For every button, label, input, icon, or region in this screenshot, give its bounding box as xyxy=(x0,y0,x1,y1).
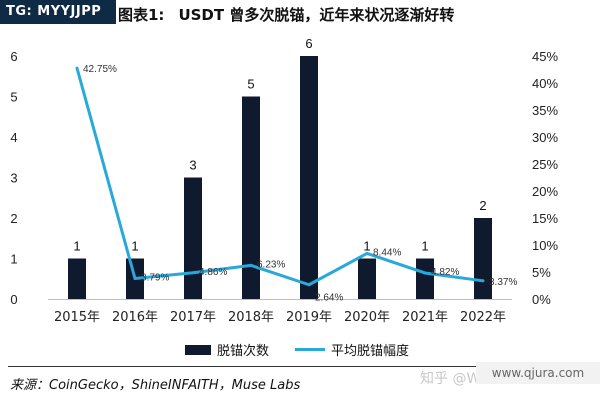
site-watermark: www.qjura.com xyxy=(476,362,600,384)
combo-chart: 0 1 2 3 4 5 6 0% 5% 10% 15% 20% 25% 30% 35% 40% 45% 2015年… xyxy=(10,36,558,325)
line-point xyxy=(191,271,195,275)
line-value-label: 6.23% xyxy=(257,259,285,270)
bar xyxy=(300,56,318,299)
source-divider xyxy=(8,366,592,367)
legend-item-line: 平均脱锚幅度 xyxy=(295,340,409,359)
line-point xyxy=(133,277,137,281)
right-tick-label: 10% xyxy=(532,238,558,253)
bar xyxy=(242,96,260,299)
bar xyxy=(358,258,376,299)
left-tick-label: 3 xyxy=(10,171,17,186)
left-tick-label: 2 xyxy=(10,211,17,226)
legend-swatch-bars xyxy=(185,344,211,355)
line-series xyxy=(75,67,484,287)
chart-legend: 脱锚次数 平均脱锚幅度 xyxy=(185,340,409,359)
left-tick-label: 1 xyxy=(10,252,17,267)
right-tick-label: 30% xyxy=(532,130,558,145)
x-tick-label: 2020年 xyxy=(344,310,390,325)
line-point xyxy=(423,271,427,275)
bar-value-label: 3 xyxy=(189,158,196,173)
right-tick-label: 45% xyxy=(532,49,558,64)
right-tick-label: 5% xyxy=(532,265,551,280)
bar xyxy=(68,258,86,299)
line-point xyxy=(75,66,79,70)
left-tick-label: 4 xyxy=(10,130,17,145)
x-tick-label: 2017年 xyxy=(170,310,216,325)
x-tick-label: 2018年 xyxy=(228,310,274,325)
line-value-label: 3.79% xyxy=(141,273,169,284)
left-tick-label: 6 xyxy=(10,49,17,64)
x-tick-label: 2021年 xyxy=(402,310,448,325)
source-note: 来源：CoinGecko，ShineINFAITH，Muse Labs xyxy=(10,378,301,393)
legend-label-line: 平均脱锚幅度 xyxy=(331,344,410,359)
line-value-label: 3.37% xyxy=(489,277,517,288)
line-value-label: 4.86% xyxy=(199,267,227,278)
bar-value-label: 6 xyxy=(305,36,312,51)
left-tick-label: 0 xyxy=(10,292,17,307)
line-value-label: 2.64% xyxy=(315,293,343,304)
right-tick-label: 35% xyxy=(532,103,558,118)
x-tick-label: 2015年 xyxy=(54,310,100,325)
left-tick-label: 5 xyxy=(10,90,17,105)
x-tick-label: 2016年 xyxy=(112,310,158,325)
bar xyxy=(416,258,434,299)
line-point xyxy=(307,283,311,287)
x-tick-label: 2022年 xyxy=(460,310,506,325)
line-point xyxy=(249,263,253,267)
legend-item-bars: 脱锚次数 xyxy=(185,340,269,359)
bar-value-label: 1 xyxy=(73,239,80,254)
legend-swatch-line xyxy=(295,348,326,351)
legend-label-bars: 脱锚次数 xyxy=(217,344,270,359)
bar xyxy=(184,177,202,299)
bar-value-label: 5 xyxy=(247,77,254,92)
right-tick-label: 15% xyxy=(532,211,558,226)
line-value-label: 8.44% xyxy=(373,247,401,258)
bar-value-label: 1 xyxy=(131,239,138,254)
bar-value-label: 1 xyxy=(363,239,370,254)
x-tick-label: 2019年 xyxy=(286,310,332,325)
right-tick-label: 0% xyxy=(532,292,551,307)
zhihu-watermark: 知乎 @W xyxy=(420,371,481,387)
line-point xyxy=(481,279,485,283)
line-point xyxy=(365,251,369,255)
tg-badge: TG: MYYJJPP xyxy=(0,0,116,24)
bar-value-label: 1 xyxy=(421,239,428,254)
right-tick-label: 20% xyxy=(532,184,558,199)
chart-title: 图表1: USDT 曾多次脱锚，近年来状况逐渐好转 xyxy=(118,4,454,25)
bar-value-label: 2 xyxy=(479,198,486,213)
chart-title-text: USDT 曾多次脱锚，近年来状况逐渐好转 xyxy=(178,6,455,24)
chart-title-label: 图表1: xyxy=(118,6,165,24)
right-tick-label: 25% xyxy=(532,157,558,172)
line-value-label: 42.75% xyxy=(83,64,117,75)
line-value-label: 4.82% xyxy=(431,267,459,278)
right-tick-label: 40% xyxy=(532,76,558,91)
